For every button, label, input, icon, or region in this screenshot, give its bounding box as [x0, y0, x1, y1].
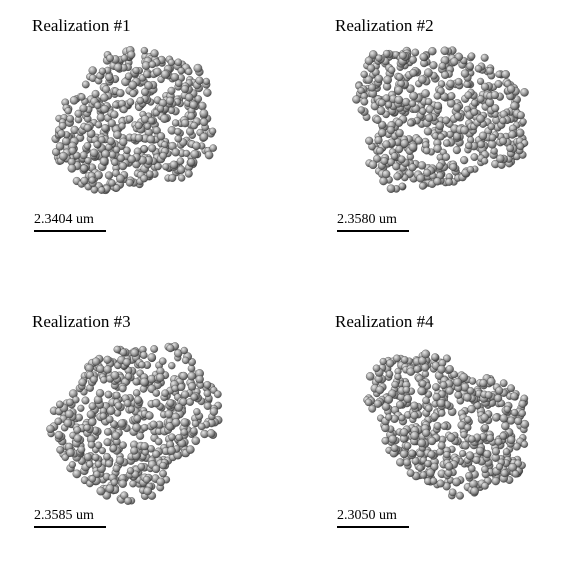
- scale-line: [34, 230, 106, 232]
- scale-bar: 2.3050 um: [337, 508, 409, 528]
- scale-line: [34, 526, 106, 528]
- realization-panel-2: Realization #2 2.3580 um: [303, 0, 565, 278]
- panel-title: Realization #2: [335, 16, 434, 35]
- scale-bar: 2.3585 um: [34, 508, 106, 528]
- realization-panel-3: Realization #3 2.3585 um: [0, 296, 282, 574]
- aggregate-cluster-image: [363, 349, 530, 500]
- scale-label: 2.3404 um: [34, 212, 94, 227]
- panel-title: Realization #3: [32, 312, 131, 331]
- scale-line: [337, 526, 409, 528]
- panel-title: Realization #1: [32, 16, 131, 35]
- scale-bar: 2.3580 um: [337, 212, 409, 232]
- aggregate-cluster-image: [352, 46, 529, 193]
- aggregate-cluster-image: [46, 342, 223, 505]
- scale-label: 2.3580 um: [337, 212, 397, 227]
- aggregate-cluster-image: [51, 46, 217, 195]
- scale-label: 2.3050 um: [337, 508, 397, 523]
- scale-label: 2.3585 um: [34, 508, 94, 523]
- scale-line: [337, 230, 409, 232]
- panel-title: Realization #4: [335, 312, 434, 331]
- realization-panel-1: Realization #1 2.3404 um: [0, 0, 282, 278]
- realization-panel-4: Realization #4 2.3050 um: [303, 296, 565, 574]
- scale-bar: 2.3404 um: [34, 212, 106, 232]
